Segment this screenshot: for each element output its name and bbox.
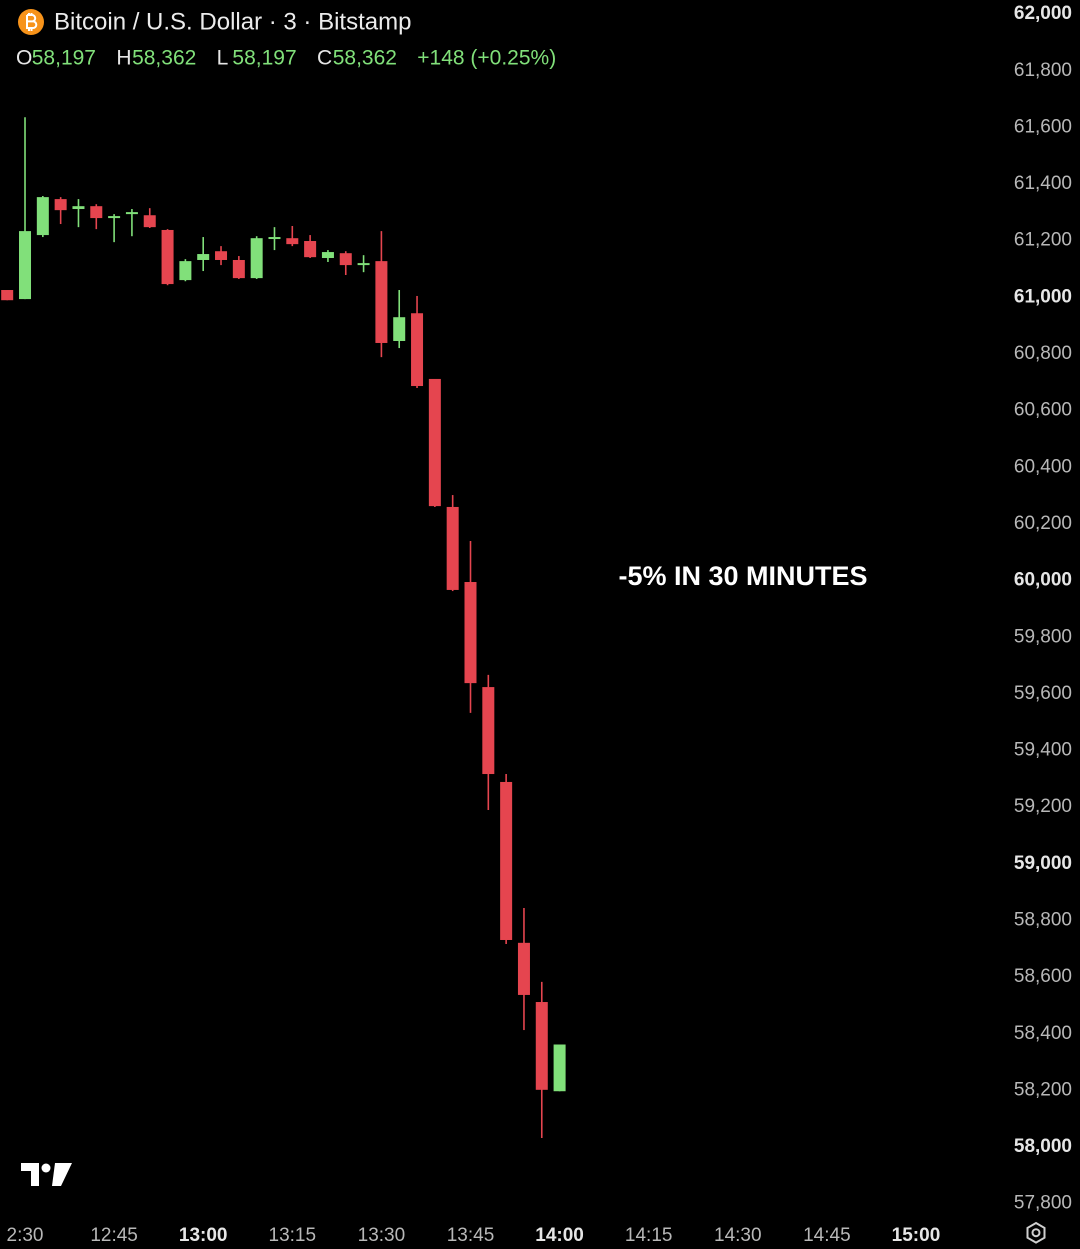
candle-body (411, 313, 424, 387)
candle-body (535, 1002, 548, 1090)
candle-body (179, 261, 192, 281)
symbol-icon (18, 9, 44, 35)
x-tick-label: 14:00 (535, 1225, 584, 1246)
x-tick-label: 14:30 (714, 1225, 762, 1246)
candle-body (428, 378, 441, 507)
ohlc-header: O 58,197 H 58,362 L 58,197 C 58,362 +148 (+0.25%… (16, 47, 556, 70)
y-tick-label: 59,600 (1014, 683, 1072, 704)
y-tick-label: 60,600 (1014, 400, 1072, 421)
y-tick-label: 58,600 (1014, 966, 1072, 987)
candle-body (357, 263, 370, 266)
candle-body (1, 290, 14, 301)
ohlc-value: 58,362 (333, 47, 397, 70)
y-tick-label: 60,200 (1014, 513, 1072, 534)
candle-body (321, 252, 334, 259)
tradingview-logo (21, 1163, 72, 1186)
y-tick-label: 61,000 (1014, 286, 1072, 307)
candle-body (304, 241, 317, 258)
ohlc-label: H (116, 47, 131, 70)
candle-body (215, 251, 228, 260)
ohlc-value: 58,197 (32, 47, 96, 70)
y-tick-label: 58,200 (1014, 1079, 1072, 1100)
candle-body (54, 199, 67, 211)
y-tick-label: 58,800 (1014, 909, 1072, 930)
candle-body (232, 259, 245, 279)
x-tick-label: 14:45 (803, 1225, 851, 1246)
y-tick-label: 61,800 (1014, 60, 1072, 81)
y-tick-label: 62,000 (1014, 3, 1072, 24)
candle-body (375, 261, 388, 343)
ohlc-label: L (217, 47, 229, 70)
chart-title: Bitcoin / U.S. Dollar · 3 · Bitstamp (54, 8, 411, 35)
plot-area (1, 117, 566, 1138)
x-tick-label: 15:00 (892, 1225, 941, 1246)
candle-body (197, 254, 210, 260)
candle-body (161, 229, 174, 285)
candle-body (143, 215, 156, 228)
y-tick-label: 59,000 (1014, 853, 1072, 874)
candle-body (19, 231, 32, 300)
candle-body (500, 781, 513, 940)
y-tick-label: 59,800 (1014, 626, 1072, 647)
candle-body (108, 216, 121, 219)
candle-body (125, 212, 138, 215)
ohlc-label: C (317, 47, 332, 70)
y-tick-label: 59,400 (1014, 740, 1072, 761)
y-tick-label: 57,800 (1014, 1193, 1072, 1214)
ohlc-value: 58,362 (132, 47, 196, 70)
y-tick-label: 60,000 (1014, 570, 1072, 591)
y-tick-label: 60,400 (1014, 456, 1072, 477)
y-tick-label: 61,400 (1014, 173, 1072, 194)
candle-body (517, 942, 530, 995)
x-tick-label: 13:45 (447, 1225, 495, 1246)
y-tick-label: 61,600 (1014, 116, 1072, 137)
x-tick-label: 13:30 (358, 1225, 406, 1246)
candle-body (72, 206, 85, 210)
x-tick-label: 13:15 (269, 1225, 317, 1246)
candle-body (446, 506, 459, 590)
annotation: -5% IN 30 MINUTES (618, 561, 867, 591)
candle-body (339, 253, 352, 266)
candle-body (90, 206, 103, 219)
candle-body (553, 1044, 566, 1092)
y-tick-label: 59,200 (1014, 796, 1072, 817)
x-tick-label: 14:15 (625, 1225, 673, 1246)
y-tick-label: 58,000 (1014, 1136, 1072, 1157)
candle-body (268, 237, 281, 240)
y-tick-label: 61,200 (1014, 230, 1072, 251)
candle-body (393, 317, 406, 341)
change-value: +148 (+0.25%) (417, 47, 556, 70)
candle-body (482, 687, 495, 775)
ohlc-label: O (16, 47, 32, 70)
y-tick-label: 60,800 (1014, 343, 1072, 364)
candle-body (286, 238, 299, 245)
settings-icon[interactable] (1026, 1221, 1046, 1244)
x-tick-label: 12:45 (90, 1225, 138, 1246)
y-tick-label: 58,400 (1014, 1023, 1072, 1044)
candle-body (250, 238, 263, 279)
x-tick-label: 13:00 (179, 1225, 228, 1246)
ohlc-value: 58,197 (232, 47, 296, 70)
candle-body (464, 582, 477, 684)
candle-body (36, 197, 49, 236)
x-tick-label: 2:30 (7, 1225, 44, 1246)
